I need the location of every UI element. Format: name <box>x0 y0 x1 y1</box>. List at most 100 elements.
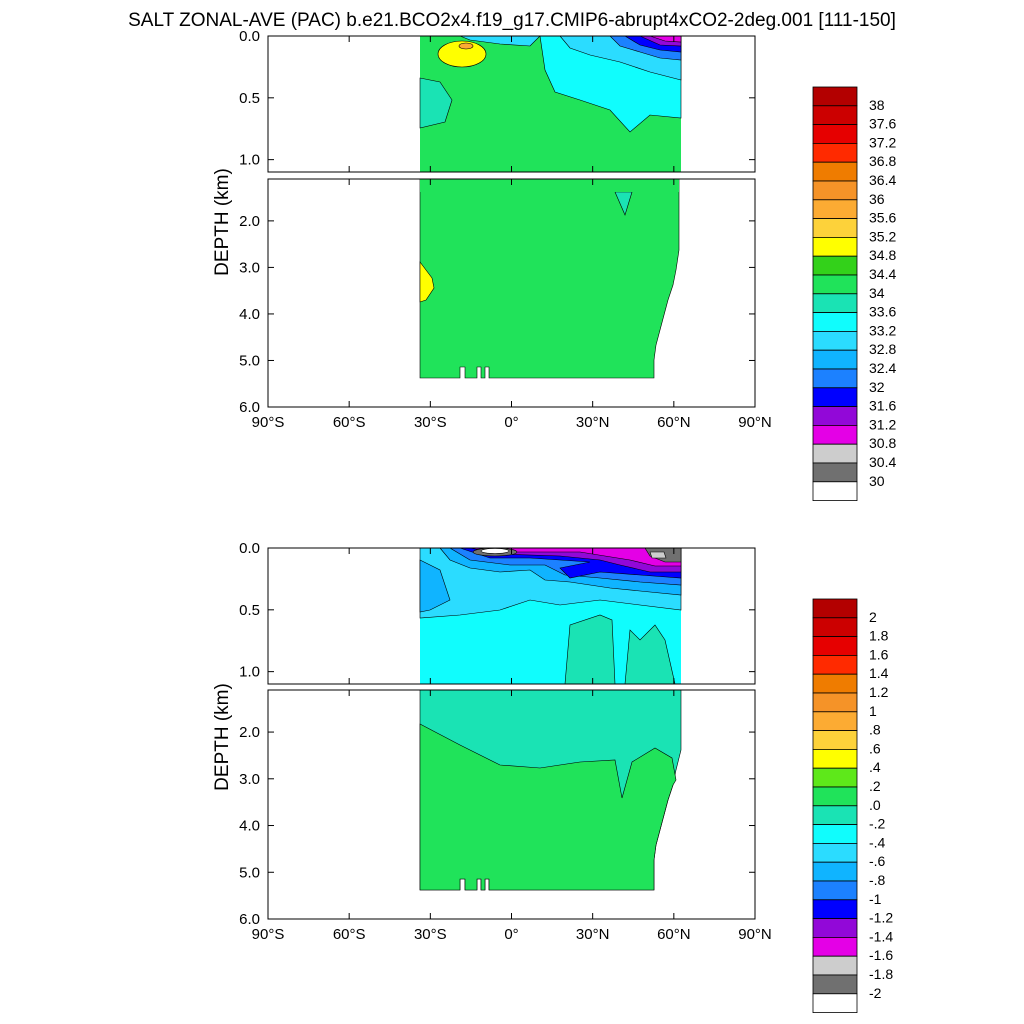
colorbar-swatch <box>812 105 858 126</box>
colorbar-label: 30.4 <box>869 454 896 470</box>
bottom-region-white <box>480 548 510 554</box>
colorbar-swatch <box>812 955 858 976</box>
figure-title: SALT ZONAL-AVE (PAC) b.e21.BCO2x4.f19_g1… <box>128 10 896 31</box>
colorbar-label: 2 <box>869 609 877 625</box>
y-tick-label: 0.5 <box>239 602 260 619</box>
x-tick-label: 30°S <box>414 926 447 943</box>
x-tick-label: 30°N <box>576 414 610 431</box>
colorbar-label: 33.6 <box>869 304 896 320</box>
colorbar-label: -1.6 <box>869 947 893 963</box>
colorbar-swatch <box>812 655 858 675</box>
colorbar-swatch <box>812 786 858 807</box>
top-lower-base-fill <box>419 178 680 379</box>
colorbar-swatch <box>812 673 858 694</box>
colorbar-label: .0 <box>869 797 881 813</box>
colorbar-label: -1.4 <box>869 928 893 944</box>
bottom-lower-field <box>419 689 682 891</box>
colorbar-swatch <box>812 199 858 220</box>
colorbar-swatch <box>812 86 858 107</box>
colorbar-swatch <box>812 824 858 844</box>
x-tick-label: 0° <box>504 926 518 943</box>
colorbar-swatch <box>812 330 858 351</box>
top-region-yellow <box>437 40 487 68</box>
colorbar-swatch <box>812 767 858 788</box>
y-tick-label: 6.0 <box>239 911 260 928</box>
colorbar-label: -1 <box>869 891 882 907</box>
colorbar-swatch <box>812 293 858 313</box>
x-tick-label: 30°N <box>576 926 610 943</box>
colorbar-label: -.2 <box>869 816 886 832</box>
colorbar-label: 34.8 <box>869 247 896 263</box>
colorbar-swatch <box>812 899 858 919</box>
colorbar-swatch <box>812 481 858 501</box>
colorbar-label: -2 <box>869 985 882 1001</box>
y-tick-label: 2.0 <box>239 213 260 230</box>
y-tick-label: 5.0 <box>239 864 260 881</box>
colorbar-label: 32 <box>869 379 885 395</box>
colorbar-label: 1.4 <box>869 665 889 681</box>
y-tick-label: 3.0 <box>239 771 260 788</box>
colorbar-swatch <box>812 274 858 295</box>
colorbar-label: 36.4 <box>869 172 896 188</box>
bottom-axes: 90°S 60°S 30°S 0° 30°N 60°N 90°N 0.0 0.5 1.0 2.0 3.… <box>239 540 772 943</box>
colorbar-swatch <box>812 974 858 995</box>
bottom-region-midblue <box>419 559 451 613</box>
colorbar-label: .4 <box>869 759 881 775</box>
x-tick-label: 30°S <box>414 414 447 431</box>
y-tick-label: 0.0 <box>239 540 260 557</box>
x-tick-label: 60°N <box>657 414 691 431</box>
y-tick-label: 2.0 <box>239 724 260 741</box>
colorbar-label: 31.2 <box>869 416 896 432</box>
colorbar-swatch <box>812 180 858 201</box>
colorbar-label: .6 <box>869 740 881 756</box>
colorbar-swatch <box>812 880 858 901</box>
colorbar-swatch <box>812 805 858 825</box>
colorbar-swatch <box>812 711 858 731</box>
colorbar-swatch <box>812 617 858 637</box>
colorbar-label: -.6 <box>869 853 886 869</box>
colorbar-swatch <box>812 462 858 483</box>
colorbar-swatch <box>812 749 858 769</box>
top-upper-field <box>419 35 682 172</box>
x-tick-label: 0° <box>504 414 518 431</box>
colorbar-label: -1.2 <box>869 910 893 926</box>
colorbar-swatch <box>812 218 858 238</box>
y-tick-label: 4.0 <box>239 818 260 835</box>
colorbar-label: -1.8 <box>869 966 893 982</box>
colorbar-label: 34 <box>869 285 885 301</box>
colorbar-swatch <box>812 406 858 426</box>
bottom-upper-field <box>419 547 682 685</box>
colorbar-swatch <box>812 918 858 938</box>
colorbar-label: 37.2 <box>869 134 896 150</box>
x-tick-label: 90°N <box>738 926 772 943</box>
colorbar-swatch <box>812 142 858 163</box>
x-tick-label: 90°S <box>252 414 285 431</box>
colorbar-label: 30 <box>869 473 885 489</box>
colorbar-label: 30.8 <box>869 435 896 451</box>
y-tick-label: 5.0 <box>239 352 260 369</box>
colorbar-swatch <box>812 312 858 332</box>
colorbar-label: 33.2 <box>869 322 896 338</box>
colorbar-label: 1.2 <box>869 684 889 700</box>
colorbar-swatch <box>812 598 858 619</box>
colorbar-swatch <box>812 387 858 407</box>
y-tick-label: 0.0 <box>239 28 260 45</box>
bottom-panel: 90°S 60°S 30°S 0° 30°N 60°N 90°N 0.0 0.5 1 .0 2.0 3.… <box>212 540 893 1013</box>
colorbar-label: 32.8 <box>869 341 896 357</box>
x-tick-label: 60°S <box>333 926 366 943</box>
colorbar-swatch <box>812 843 858 863</box>
colorbar-swatch <box>812 993 858 1013</box>
colorbar-swatch <box>812 636 858 656</box>
colorbar-swatch <box>812 124 858 144</box>
top-lower-yellow <box>419 261 435 303</box>
top-colorbar: 38 37.6 37.2 36.8 36.4 36 35.6 35.2 34.8 34.4 34 33… <box>812 86 896 501</box>
x-tick-label: 90°S <box>252 926 285 943</box>
y-tick-label: 3.0 <box>239 259 260 276</box>
y-tick-label: 0.5 <box>239 90 260 107</box>
colorbar-label: 36.8 <box>869 153 896 169</box>
colorbar-label: 35.2 <box>869 228 896 244</box>
colorbar-label: 38 <box>869 97 885 113</box>
colorbar-label: 1 <box>869 703 877 719</box>
colorbar-label: 35.6 <box>869 210 896 226</box>
x-tick-label: 60°N <box>657 926 691 943</box>
